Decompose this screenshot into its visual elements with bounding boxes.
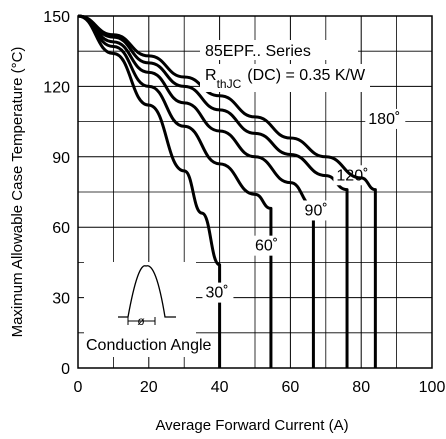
x-tick-label: 20 [140,379,158,396]
phi-symbol: ø [137,314,145,328]
half-sine-wave [118,265,176,318]
series-name-bg [200,40,358,60]
conduction-angle-label: Conduction Angle [86,337,212,354]
rth-label: RthJC (DC) = 0.35 K/W [205,67,366,91]
series-label-bg [365,108,406,129]
series-label: 30˚ [205,285,228,302]
y-tick-label: 120 [43,79,70,96]
series-line-180 [77,14,377,368]
series-label-bg [202,282,234,303]
x-tick-label: 0 [74,379,83,396]
x-tick-label: 80 [352,379,370,396]
x-tick-label: 40 [211,379,229,396]
series-label-bg [301,200,333,221]
y-axis-label: Maximum Allowable Case Temperature (°C) [9,47,26,338]
series-line-90 [77,14,315,368]
series-name-label: 85EPF.. Series [205,43,311,60]
tick-labels: 0 20 40 60 80 100 0 30 60 90 120 150 [43,9,445,396]
series-line-30 [77,14,222,368]
series-line-120 [77,14,349,368]
y-tick-label: 0 [61,361,70,378]
conduction-angle-inset: ø Conduction Angle [84,262,212,357]
x-tick-label: 60 [282,379,300,396]
series-line-60 [77,14,273,368]
x-tick-label: 100 [419,379,446,396]
series-label: 180˚ [368,111,400,128]
rth-prefix: R [205,67,217,84]
x-axis-label: Average Forward Current (A) [155,417,348,434]
rth-label-bg [200,64,370,92]
y-tick-label: 30 [52,291,70,308]
rth-subscript: thJC [217,77,242,91]
series-label: 90˚ [305,202,328,219]
inset-bg [84,262,196,357]
series-label: 60˚ [255,238,278,255]
series-label-bg [252,235,283,256]
series-layer: 30˚60˚90˚120˚180˚ [77,14,406,368]
y-tick-label: 90 [52,150,70,167]
y-tick-label: 150 [43,9,70,26]
y-tick-label: 60 [52,220,70,237]
rth-value: (DC) = 0.35 K/W [247,67,366,84]
plot-frame [77,15,433,369]
